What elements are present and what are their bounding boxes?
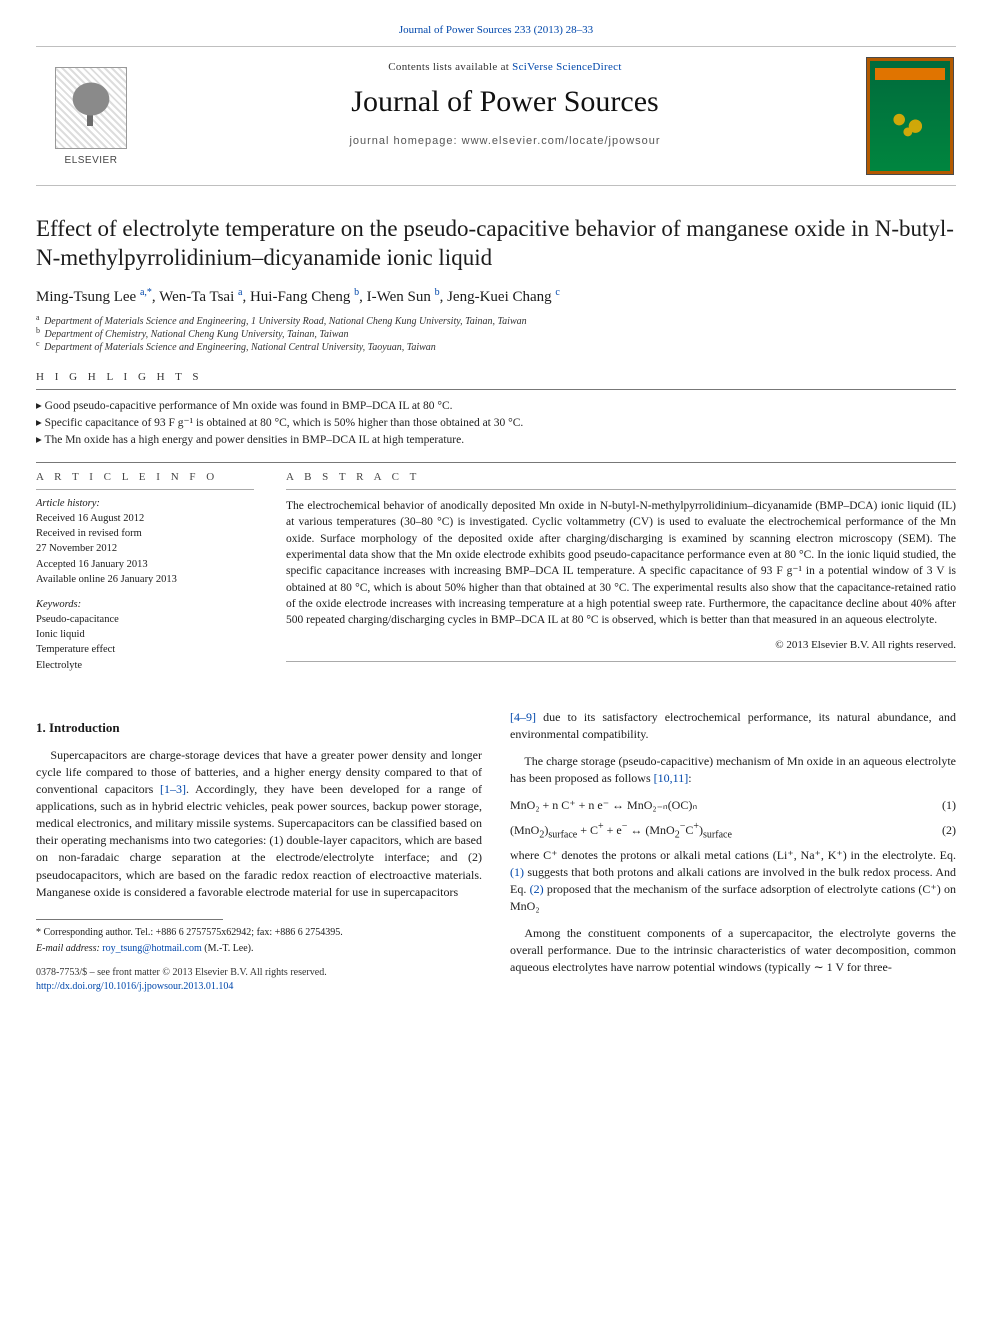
affiliations: a Department of Materials Science and En… — [36, 316, 956, 353]
eq1-num: (1) — [942, 797, 956, 814]
intro-p1: Supercapacitors are charge-storage devic… — [36, 747, 482, 900]
affiliation: b Department of Chemistry, National Chen… — [36, 329, 956, 340]
citation-link[interactable]: [4–9] — [510, 710, 536, 724]
article-info-label: A R T I C L E I N F O — [36, 471, 254, 483]
history-line: Available online 26 January 2013 — [36, 572, 254, 587]
citation-link[interactable]: [10,11] — [654, 771, 689, 785]
affiliation: c Department of Materials Science and En… — [36, 342, 956, 353]
highlight-item: Good pseudo-capacitive performance of Mn… — [36, 398, 956, 412]
history-line: 27 November 2012 — [36, 541, 254, 556]
sciencedirect-link[interactable]: SciVerse ScienceDirect — [512, 61, 622, 73]
intro-p4: Among the constituent components of a su… — [510, 925, 956, 976]
intro-p2a: [4–9] due to its satisfactory electroche… — [510, 709, 956, 743]
affiliation: a Department of Materials Science and En… — [36, 316, 956, 327]
eq1-body: MnO₂ + n C⁺ + n e⁻ ↔ MnO₂₋ₙ(OC)ₙ — [510, 797, 697, 814]
abstract-label: A B S T R A C T — [286, 471, 956, 483]
footnote-divider — [36, 919, 223, 920]
email-label: E-mail address: — [36, 943, 102, 954]
keywords-head: Keywords: — [36, 599, 254, 610]
history-line: Accepted 16 January 2013 — [36, 557, 254, 572]
highlight-item: Specific capacitance of 93 F g⁻¹ is obta… — [36, 415, 956, 429]
journal-title: Journal of Power Sources — [160, 85, 850, 119]
intro-p2b: The charge storage (pseudo-capacitive) m… — [510, 753, 956, 787]
email-tail: (M.-T. Lee). — [202, 943, 254, 954]
copyright-line: © 2013 Elsevier B.V. All rights reserved… — [286, 639, 956, 651]
keyword: Temperature effect — [36, 642, 254, 657]
history-line: Received 16 August 2012 — [36, 511, 254, 526]
section-head-intro: 1. Introduction — [36, 719, 482, 737]
publisher-block: ELSEVIER — [36, 57, 146, 175]
equation-ref[interactable]: (2) — [530, 882, 544, 896]
highlights-label: H I G H L I G H T S — [36, 371, 956, 383]
publisher-name: ELSEVIER — [65, 155, 118, 166]
equation-1: MnO₂ + n C⁺ + n e⁻ ↔ MnO₂₋ₙ(OC)ₙ (1) — [510, 797, 956, 814]
email-line: E-mail address: roy_tsung@hotmail.com (M… — [36, 942, 482, 956]
paper-title: Effect of electrolyte temperature on the… — [36, 214, 956, 273]
divider — [36, 389, 956, 390]
corr-author-note: * Corresponding author. Tel.: +886 6 275… — [36, 926, 482, 940]
keyword: Pseudo-capacitance — [36, 612, 254, 627]
journal-cover-icon — [866, 57, 954, 175]
intro-p3: where C⁺ denotes the protons or alkali m… — [510, 847, 956, 915]
article-info: A R T I C L E I N F O Article history: R… — [36, 471, 254, 685]
keyword: Electrolyte — [36, 658, 254, 673]
eq2-body: (MnO2)surface + C+ + e− ↔ (MnO2−C+)surfa… — [510, 822, 732, 839]
abstract-text: The electrochemical behavior of anodical… — [286, 498, 956, 629]
homepage-url[interactable]: www.elsevier.com/locate/jpowsour — [462, 135, 661, 147]
contents-line: Contents lists available at SciVerse Sci… — [160, 61, 850, 73]
eq2-num: (2) — [942, 822, 956, 839]
homepage-prefix: journal homepage: — [349, 135, 461, 147]
keywords-block: Keywords: Pseudo-capacitanceIonic liquid… — [36, 599, 254, 673]
masthead: ELSEVIER Contents lists available at Sci… — [36, 46, 956, 186]
cover-thumb-wrap — [864, 57, 956, 175]
authors: Ming-Tsung Lee a,*, Wen-Ta Tsai a, Hui-F… — [36, 289, 956, 306]
contents-prefix: Contents lists available at — [388, 61, 512, 73]
citation-link[interactable]: [1–3] — [160, 782, 186, 796]
masthead-center: Contents lists available at SciVerse Sci… — [160, 57, 850, 175]
front-matter-line: 0378-7753/$ – see front matter © 2013 El… — [36, 966, 482, 980]
equation-ref[interactable]: (1) — [510, 865, 524, 879]
history-head: Article history: — [36, 498, 254, 509]
homepage-line: journal homepage: www.elsevier.com/locat… — [160, 135, 850, 147]
history-line: Received in revised form — [36, 526, 254, 541]
top-citation[interactable]: Journal of Power Sources 233 (2013) 28–3… — [36, 24, 956, 36]
doi-link[interactable]: http://dx.doi.org/10.1016/j.jpowsour.201… — [36, 981, 233, 992]
keyword: Ionic liquid — [36, 627, 254, 642]
bottom-meta: 0378-7753/$ – see front matter © 2013 El… — [36, 966, 482, 994]
email-link[interactable]: roy_tsung@hotmail.com — [102, 943, 201, 954]
body-text: 1. Introduction Supercapacitors are char… — [36, 709, 956, 994]
highlights: Good pseudo-capacitive performance of Mn… — [36, 398, 956, 446]
highlight-item: The Mn oxide has a high energy and power… — [36, 432, 956, 446]
abstract: A B S T R A C T The electrochemical beha… — [286, 471, 956, 685]
footnotes: * Corresponding author. Tel.: +886 6 275… — [36, 926, 482, 956]
article-history: Article history: Received 16 August 2012… — [36, 498, 254, 587]
equation-2: (MnO2)surface + C+ + e− ↔ (MnO2−C+)surfa… — [510, 822, 956, 839]
elsevier-tree-icon — [55, 67, 127, 149]
